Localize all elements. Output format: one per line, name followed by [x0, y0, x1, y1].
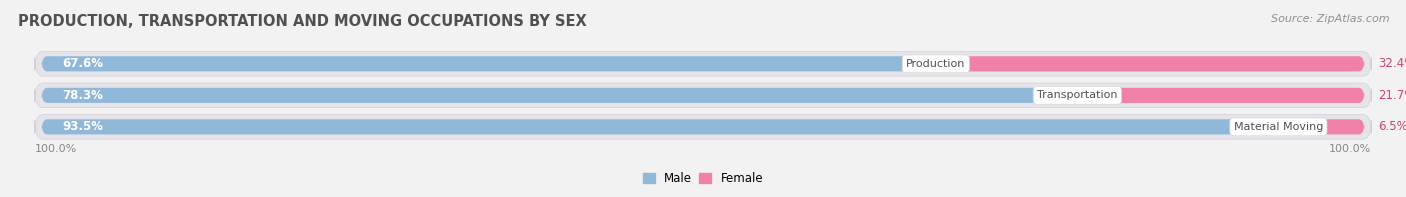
FancyBboxPatch shape [42, 56, 936, 71]
Text: 100.0%: 100.0% [35, 144, 77, 154]
FancyBboxPatch shape [35, 52, 1371, 76]
Text: Source: ZipAtlas.com: Source: ZipAtlas.com [1271, 14, 1389, 24]
Legend: Male, Female: Male, Female [638, 167, 768, 190]
Text: 78.3%: 78.3% [62, 89, 103, 102]
Text: 21.7%: 21.7% [1378, 89, 1406, 102]
Text: 6.5%: 6.5% [1378, 120, 1406, 133]
Text: 32.4%: 32.4% [1378, 57, 1406, 70]
FancyBboxPatch shape [42, 119, 1278, 134]
Text: 67.6%: 67.6% [62, 57, 103, 70]
FancyBboxPatch shape [42, 88, 1077, 103]
FancyBboxPatch shape [1278, 119, 1364, 134]
FancyBboxPatch shape [1077, 88, 1364, 103]
Text: Production: Production [905, 59, 966, 69]
FancyBboxPatch shape [936, 56, 1364, 71]
FancyBboxPatch shape [35, 115, 1371, 139]
Text: Material Moving: Material Moving [1233, 122, 1323, 132]
Text: 93.5%: 93.5% [62, 120, 103, 133]
Text: PRODUCTION, TRANSPORTATION AND MOVING OCCUPATIONS BY SEX: PRODUCTION, TRANSPORTATION AND MOVING OC… [18, 14, 588, 29]
Text: Transportation: Transportation [1038, 90, 1118, 100]
Text: 100.0%: 100.0% [1329, 144, 1371, 154]
FancyBboxPatch shape [35, 83, 1371, 108]
